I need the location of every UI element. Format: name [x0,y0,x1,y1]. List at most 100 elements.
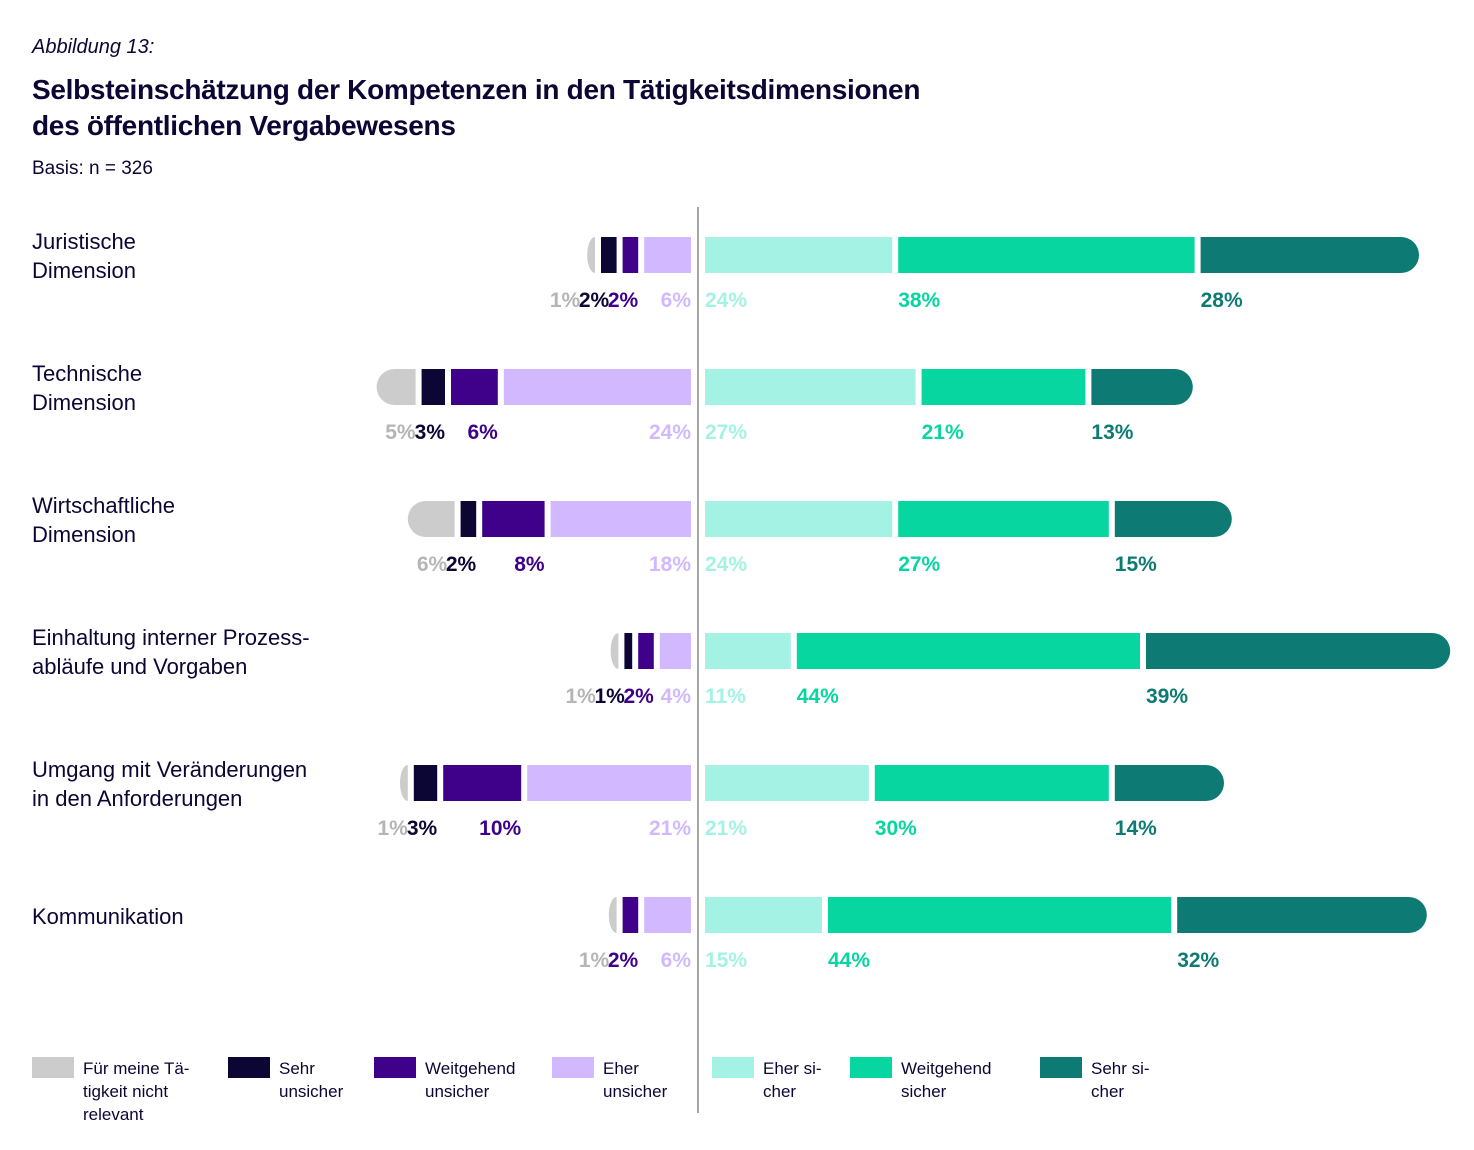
category-label-line: Umgang mit Veränderungen [32,757,307,782]
bar-sehr-sicher [1114,765,1224,801]
legend-swatch [374,1057,416,1078]
bar-eher-unsicher [659,633,691,669]
value-label: 3% [407,817,438,840]
category-label-line: Einhaltung interner Prozess- [32,625,310,650]
bar-sehr-unsicher [601,237,617,273]
value-label: 5% [385,421,416,444]
value-label: 6% [661,289,692,312]
value-label: 1% [550,289,581,312]
value-label: 6% [661,949,692,972]
legend-label: Sehr si-cher [1091,1059,1150,1101]
category-label: Kommunikation [32,904,184,929]
value-label: 14% [1115,817,1157,840]
value-label: 28% [1201,289,1243,312]
bar-für-meine-tätigkeit-nicht-relevant [610,633,619,669]
category-label-line: Wirtschaftliche [32,493,175,518]
value-label: 21% [649,817,691,840]
category-label-line: Dimension [32,522,136,547]
value-label: 39% [1146,685,1188,708]
legend-label-line: cher [763,1082,796,1101]
value-label: 2% [608,949,639,972]
value-label: 11% [705,685,746,708]
legend-swatch [228,1057,270,1078]
category-label-line: Dimension [32,258,136,283]
category-label: Einhaltung interner Prozess-abläufe und … [32,625,310,679]
chart-basis: Basis: n = 326 [32,158,153,179]
bar-eher-sicher [705,765,869,801]
bar-für-meine-tätigkeit-nicht-relevant [399,765,408,801]
value-label: 15% [705,949,747,972]
legend-label-line: unsicher [279,1082,344,1101]
bar-sehr-sicher [1200,237,1419,273]
legend-label-line: Für meine Tä- [83,1059,189,1078]
legend-label-line: Sehr si- [1091,1059,1150,1078]
value-label: 24% [649,421,691,444]
value-label: 1% [594,685,625,708]
legend-label: Für meine Tä-tigkeit nicht relevant [83,1059,189,1124]
bar-weitgehend-sicher [874,765,1109,801]
category-label-line: in den Anforderungen [32,786,242,811]
bar-für-meine-tätigkeit-nicht-relevant [376,369,416,405]
bar-eher-sicher [705,237,893,273]
legend-label-line: tigkeit nicht [83,1082,168,1101]
bar-sehr-unsicher [460,501,477,537]
bar-sehr-unsicher [624,633,633,669]
bar-eher-unsicher [644,897,691,933]
value-label: 30% [875,817,917,840]
bar-sehr-unsicher [413,765,438,801]
value-label: 10% [479,817,521,840]
legend-swatch [850,1057,892,1078]
value-label: 24% [705,289,747,312]
bar-eher-unsicher [644,237,691,273]
bar-weitgehend-unsicher [482,501,545,537]
bar-eher-unsicher [527,765,691,801]
value-label: 4% [661,685,692,708]
bar-für-meine-tätigkeit-nicht-relevant [407,501,455,537]
category-label: Juristische Dimension [32,229,136,283]
value-label: 15% [1115,553,1157,576]
value-label: 6% [417,553,448,576]
bar-weitgehend-sicher [898,237,1195,273]
value-label: 6% [467,421,498,444]
value-label: 27% [705,421,747,444]
legend-label-line: unsicher [425,1082,490,1101]
bar-eher-sicher [705,369,916,405]
bar-eher-unsicher [550,501,691,537]
legend-label-line: Eher si- [763,1059,822,1078]
category-label-line: Dimension [32,390,136,415]
category-label: Wirtschaftliche Dimension [32,493,175,547]
value-label: 44% [797,685,839,708]
legend-label: Sehr unsicher [279,1059,344,1101]
legend-label-line: Weitgehend [901,1059,991,1078]
value-label: 3% [415,421,446,444]
legend-label-line: relevant [83,1105,144,1124]
value-label: 38% [898,289,940,312]
value-label: 44% [828,949,870,972]
legend-label-line: Eher [603,1059,639,1078]
category-label: Technische Dimension [32,361,142,415]
bar-für-meine-tätigkeit-nicht-relevant [587,237,595,273]
bar-für-meine-tätigkeit-nicht-relevant [608,897,617,933]
value-label: 1% [377,817,408,840]
legend-label-line: sicher [901,1082,947,1101]
bar-weitgehend-sicher [828,897,1172,933]
bar-eher-sicher [705,633,791,669]
value-label: 8% [514,553,545,576]
legend-label-line: unsicher [603,1082,668,1101]
bar-eher-sicher [705,501,893,537]
bar-eher-sicher [705,897,822,933]
figure-label: Abbildung 13: [32,36,155,58]
value-label: 21% [922,421,964,444]
value-label: 18% [649,553,691,576]
bar-sehr-sicher [1114,501,1232,537]
value-label: 1% [579,949,610,972]
legend-swatch [552,1057,594,1078]
chart-title: Selbsteinschätzung der Kompetenzen in de… [32,72,1032,144]
chart-title-line-2: des öffentlichen Vergabewesens [32,110,456,141]
legend-label: Eher unsicher [603,1059,668,1101]
legend-swatch [712,1057,754,1078]
legend-label: Weitgehend sicher [901,1059,991,1101]
value-label: 24% [705,553,747,576]
category-label-line: Technische [32,361,142,386]
